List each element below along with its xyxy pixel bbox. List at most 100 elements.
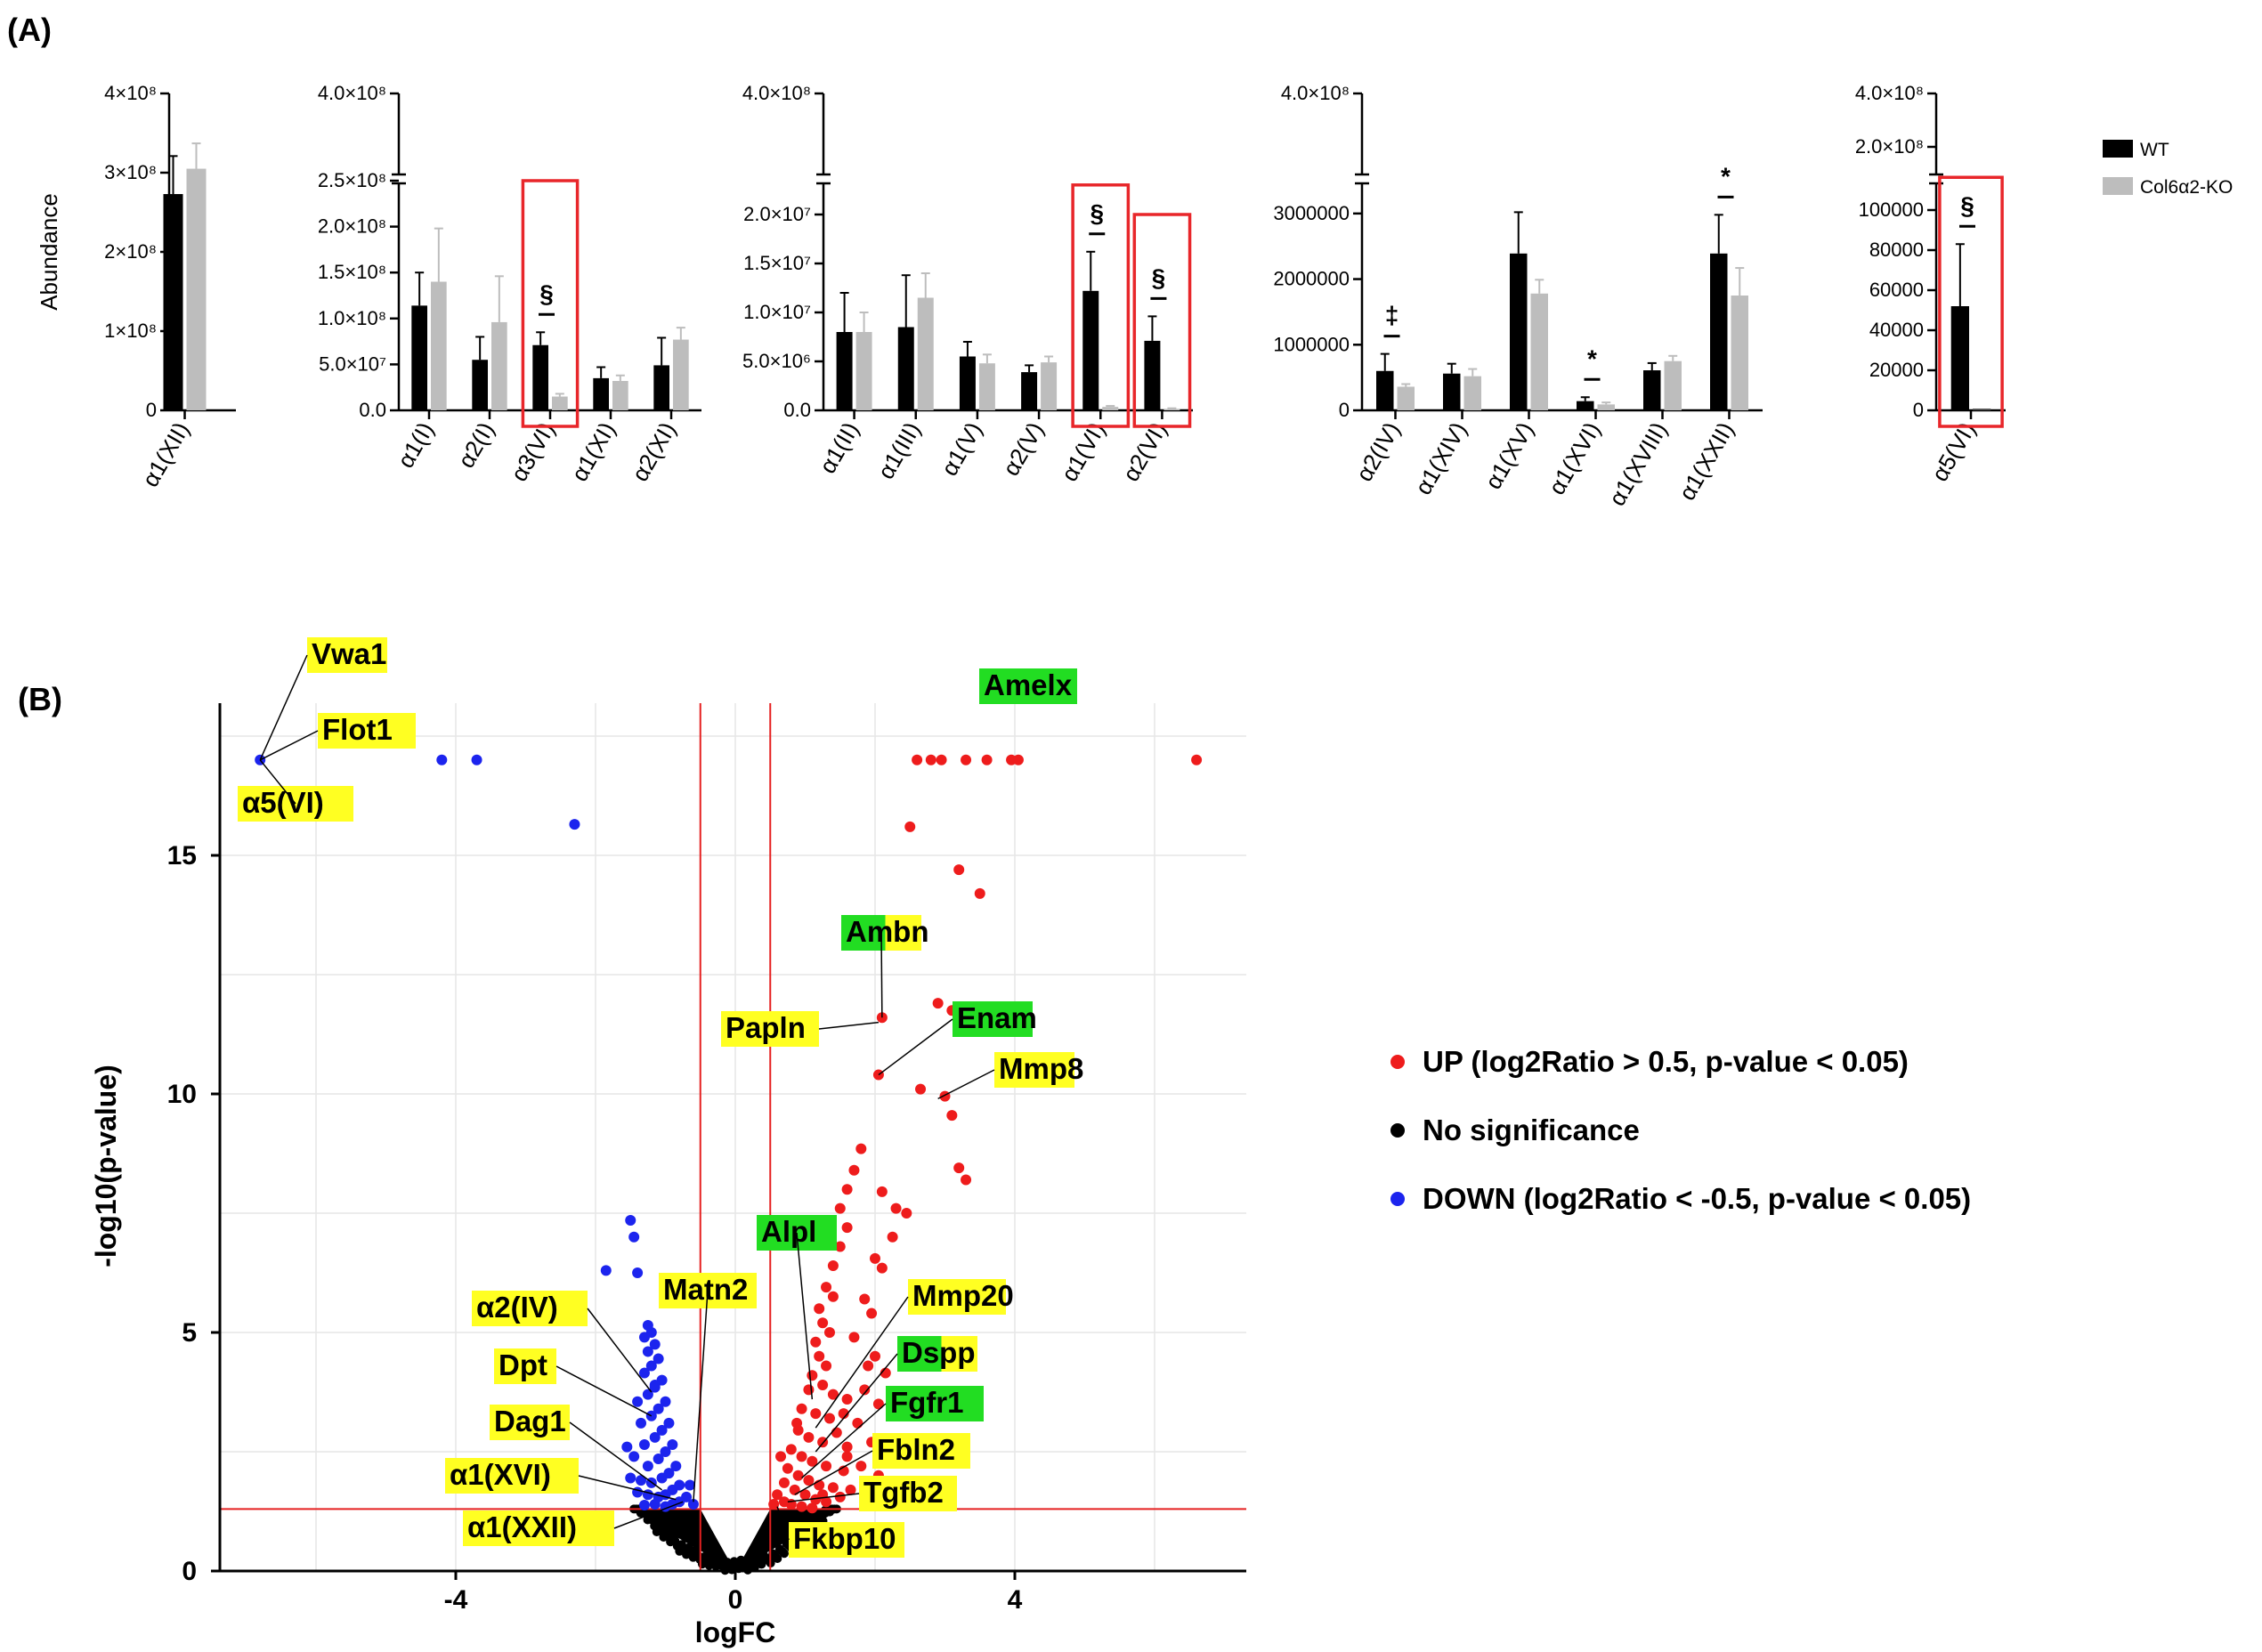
point-up: [799, 1489, 811, 1501]
point-up: [796, 1451, 807, 1462]
point-nosig: [773, 1553, 782, 1563]
x-tick-label-1-ii: α1(II): [814, 417, 864, 478]
significance-mark-2-vi: §: [1152, 263, 1166, 291]
point-down: [638, 1438, 650, 1450]
label-bg-2-iv: [472, 1291, 588, 1326]
x-tick-label-1-xiv: α1(XIV): [1409, 417, 1472, 499]
point-down: [656, 1424, 668, 1436]
bar-wt-1-xviii: [1643, 370, 1661, 410]
x-tick-label-2-iv: α2(IV): [1350, 417, 1406, 486]
point-up: [852, 1417, 863, 1429]
y-tick-label: 10: [167, 1080, 197, 1109]
label-bg-mmp20: [908, 1279, 1006, 1315]
point-down: [436, 754, 448, 765]
leader-line-1-xxii: [613, 1501, 684, 1529]
y-tick-label: 80000: [1869, 239, 1924, 261]
gene-label-papln: Papln: [726, 1011, 806, 1044]
point-up: [827, 1482, 839, 1494]
point-up: [796, 1403, 807, 1414]
point-up: [834, 1203, 846, 1214]
point-down: [649, 1339, 661, 1350]
y-tick-label: 5.0×10⁶: [742, 350, 811, 372]
leader-line-fkbp10: [776, 1506, 790, 1541]
gene-label-alpl: Alpl: [761, 1215, 816, 1248]
bar-chart-1: 0 1×10⁸ 2×10⁸ 3×10⁸ 4×10⁸ Abundance α1(XII): [36, 82, 236, 491]
bar-chart-3: 4.0×10⁸ 0.0 5.0×10⁶ 1.0×10⁷ 1.5×10⁷ 2.0×10⁷ α1…: [742, 82, 1193, 486]
y-tick-label: 100000: [1859, 198, 1924, 221]
x-tick-label-1-xxii: α1(XXII): [1674, 417, 1739, 505]
point-down: [656, 1472, 668, 1484]
leader-line-tgfb2: [787, 1493, 860, 1503]
y-tick-label-break-mid: 2.0×10⁸: [1855, 135, 1924, 158]
y-tick-label: 20000: [1869, 359, 1924, 381]
point-up: [953, 1162, 965, 1174]
y-tick-label-break-top: 4.0×10⁸: [1855, 82, 1924, 104]
gene-label-tgfb2: Tgfb2: [863, 1476, 944, 1509]
gene-label-2-iv: α2(IV): [476, 1291, 558, 1324]
legend-label-down: DOWN (log2Ratio < -0.5, p-value < 0.05): [1423, 1182, 1971, 1215]
point-down: [687, 1498, 699, 1510]
bar-ko-1-iii: [917, 297, 934, 410]
label-bg-vwa1: [307, 637, 387, 673]
y-tick-label: 60000: [1869, 279, 1924, 301]
bar-ko-1-vi: [1102, 407, 1119, 410]
point-nosig: [757, 1559, 766, 1569]
point-nosig: [779, 1549, 789, 1559]
y-tick-label: 3000000: [1273, 202, 1350, 224]
gene-label-mmp8: Mmp8: [999, 1052, 1083, 1085]
point-up: [901, 1208, 912, 1219]
label-bg-mmp8: [994, 1052, 1074, 1088]
point-down: [663, 1417, 675, 1429]
leader-line-matn2: [693, 1290, 709, 1502]
point-down: [632, 1267, 644, 1278]
down-points: [255, 754, 699, 1512]
bar-wt-1-i: [411, 305, 427, 410]
bar-ko-3-vi: [552, 396, 568, 410]
bar-chart-2: 4.0×10⁸ 0.0 5.0×10⁷ 1.0×10⁸ 1.5×10⁸ 2.0×10⁸ 2.…: [318, 82, 701, 486]
point-up: [870, 1350, 880, 1362]
point-down: [632, 1396, 644, 1407]
significance-mark-3-vi: §: [539, 279, 554, 307]
point-up: [831, 1427, 842, 1438]
bar-wt-1-xv: [1510, 253, 1528, 410]
point-up: [792, 1470, 804, 1481]
label-bg-dag1: [490, 1405, 570, 1440]
point-down: [653, 1403, 664, 1414]
point-nosig: [750, 1562, 759, 1572]
legend-marker-up: [1390, 1055, 1405, 1069]
y-tick-label: 5: [182, 1318, 197, 1348]
label-bg-dpt: [494, 1348, 556, 1384]
gene-label-dspp: Dspp: [902, 1336, 976, 1369]
point-down: [625, 1215, 636, 1227]
y-tick-label: 2.0×10⁸: [318, 215, 386, 238]
leader-line-papln: [818, 1021, 880, 1030]
point-up: [925, 754, 936, 765]
point-down: [653, 1353, 664, 1365]
point-down: [569, 819, 580, 830]
bar-ko-1-xxii: [1731, 296, 1748, 410]
gene-label-dag1: Dag1: [494, 1405, 566, 1437]
label-bg-fgfr1: [886, 1386, 984, 1421]
point-up: [775, 1451, 787, 1462]
y-tick-label-break-top: 4.0×10⁸: [742, 82, 811, 104]
point-up: [912, 754, 923, 765]
point-down: [660, 1396, 671, 1407]
point-up: [807, 1455, 818, 1467]
leader-line-2-iv: [587, 1308, 653, 1393]
point-up: [778, 1477, 790, 1488]
point-up: [785, 1444, 797, 1455]
point-up: [827, 1259, 839, 1271]
legend-a: WT Col6α2-KO: [2103, 140, 2233, 198]
point-up: [855, 1461, 867, 1472]
panel-a-label: (A): [7, 12, 52, 48]
label-bg-ambn: [841, 915, 886, 951]
y-axis-label: Abundance: [36, 193, 62, 311]
bar-ko-2-vi: [1163, 409, 1180, 410]
leader-line-mmp20: [815, 1296, 909, 1429]
gene-label-1-xvi: α1(XVI): [450, 1458, 551, 1491]
point-up: [814, 1303, 825, 1315]
label-bg-amelx: [979, 668, 1077, 704]
bar-ko-1-xv: [1530, 293, 1548, 410]
y-tick-label: 4×10⁸: [104, 82, 157, 104]
legend-wt-label: WT: [2140, 140, 2169, 160]
